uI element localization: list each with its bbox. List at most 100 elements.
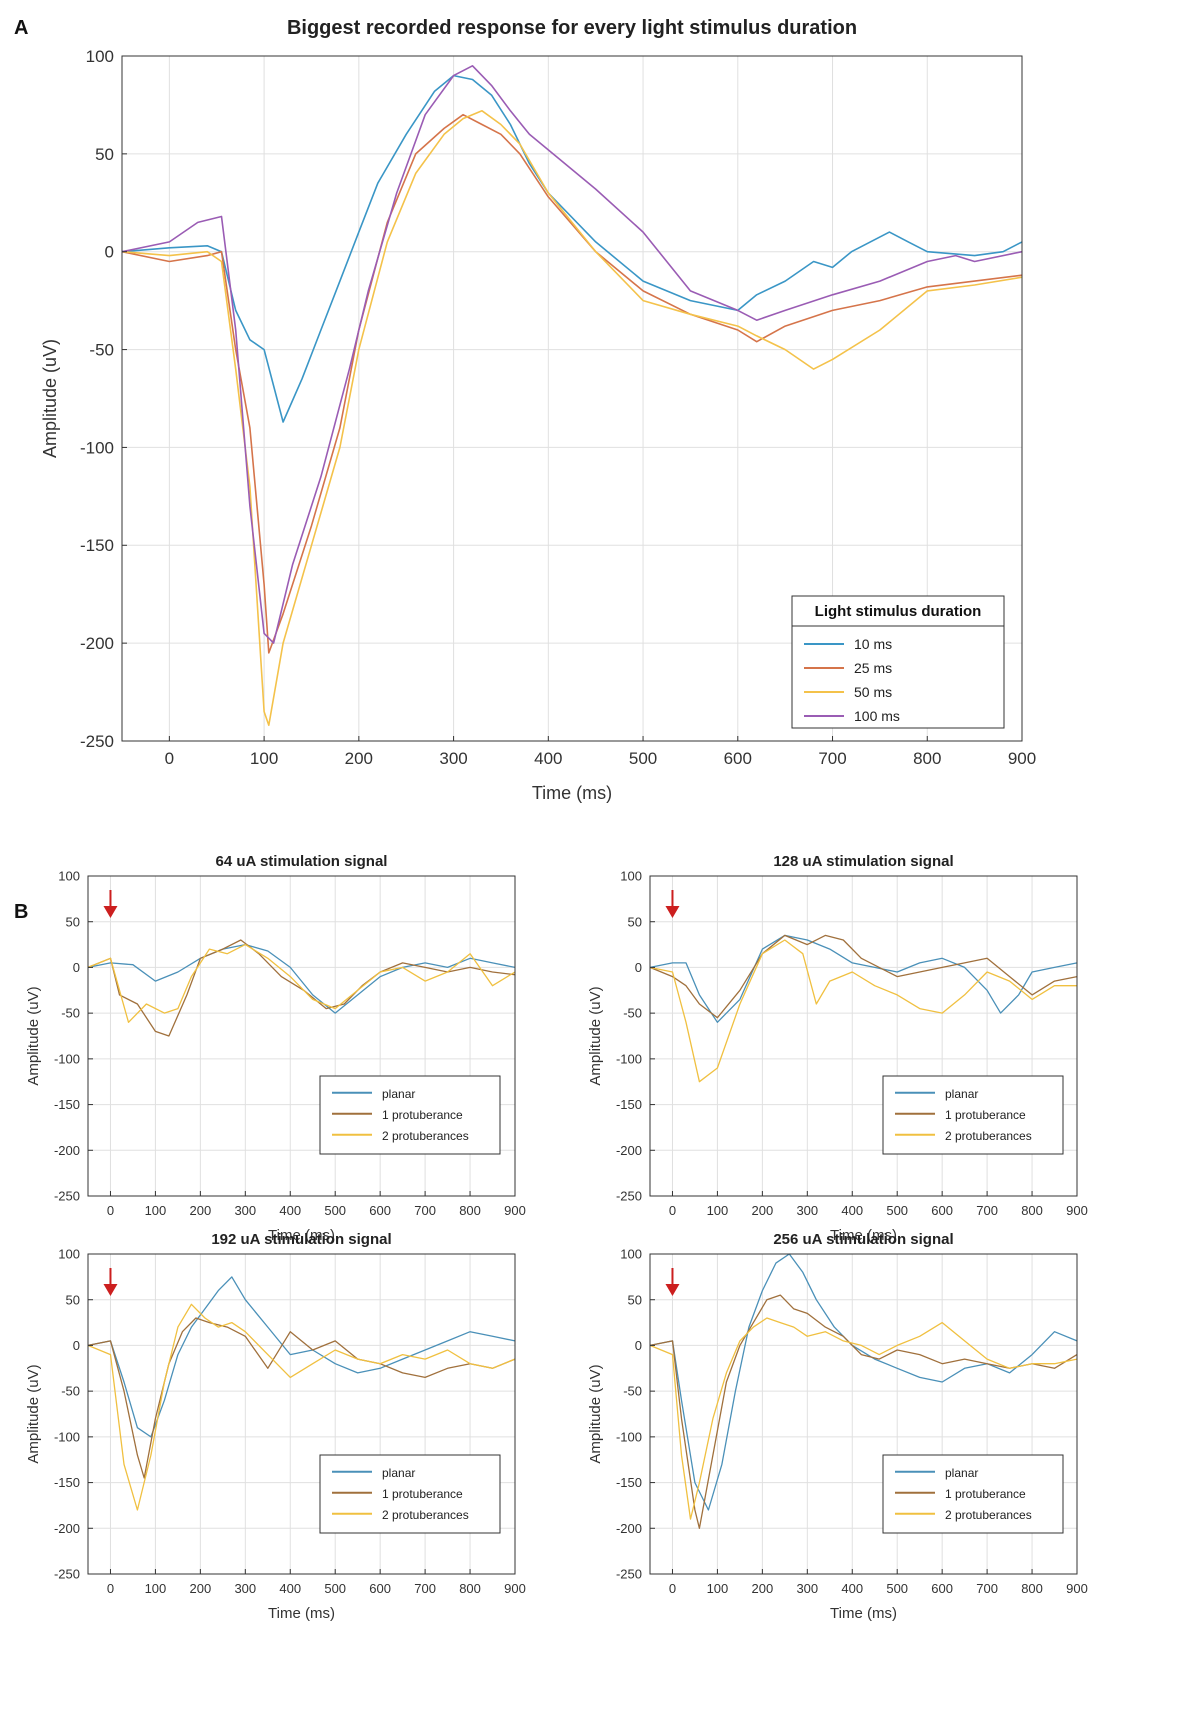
x-tick-label: 900 [1066, 1203, 1088, 1218]
y-tick-label: -100 [80, 438, 114, 457]
series-line-b4-2 [649, 1294, 1078, 1529]
x-tick-label: 100 [145, 1203, 167, 1218]
y-tick-label: -50 [623, 1006, 642, 1021]
y-tick-label: -200 [54, 1143, 80, 1158]
legend-b4: planar 1 protuberance 2 protuberances [882, 1454, 1064, 1534]
x-tick-label: 600 [931, 1203, 953, 1218]
chart-title-b2: 128 uA stimulation signal [773, 853, 953, 870]
y-tick-label: -250 [54, 1189, 80, 1204]
x-tick-label: 400 [841, 1581, 863, 1596]
axes-box-b3 [87, 1253, 516, 1575]
y-axis-label-b2: Amplitude (uV) [587, 986, 604, 1085]
y-tick-label: -200 [616, 1521, 642, 1536]
y-tick-label: 50 [628, 1292, 642, 1307]
x-tick-label: 400 [279, 1581, 301, 1596]
y-tick-label: -100 [54, 1429, 80, 1444]
x-tick-label: 700 [976, 1203, 998, 1218]
x-tick-label: 200 [190, 1581, 212, 1596]
legend-label: 1 protuberance [945, 1108, 1026, 1122]
panel-label-a: A [14, 17, 28, 39]
legend-label: planar [382, 1466, 415, 1480]
legend-label: 50 ms [854, 684, 892, 700]
x-tick-label: 100 [707, 1581, 729, 1596]
y-tick-label: -50 [89, 341, 114, 360]
x-axis-label-b4: Time (ms) [830, 1605, 897, 1622]
y-tick-label: 100 [620, 1247, 642, 1262]
legend-label: 2 protuberances [382, 1508, 469, 1522]
y-axis-label-b1: Amplitude (uV) [25, 986, 42, 1085]
x-tick-label: 200 [345, 749, 373, 768]
y-tick-label: -150 [616, 1097, 642, 1112]
series-line-b3-1 [87, 1276, 516, 1438]
x-axis-label-b1: Time (ms) [268, 1227, 335, 1244]
y-tick-label: 100 [58, 869, 80, 884]
stimulus-arrow-head [665, 906, 680, 918]
y-tick-label: 50 [66, 914, 80, 929]
chart-title-b1: 64 uA stimulation signal [216, 853, 388, 870]
y-tick-label: -100 [54, 1051, 80, 1066]
stimulus-arrow-head [103, 906, 118, 918]
y-tick-label: 0 [635, 1338, 642, 1353]
x-tick-label: 900 [504, 1203, 526, 1218]
x-tick-label: 0 [669, 1581, 676, 1596]
legend-label: 25 ms [854, 660, 892, 676]
x-tick-label: 500 [324, 1203, 346, 1218]
series-line-a-1 [121, 74, 1023, 423]
legend-label: planar [382, 1087, 415, 1101]
chart-b2: 0 100 200 300 400 500 600 700 800 900100500-50-10… [587, 853, 1088, 1244]
legend-label: 100 ms [854, 708, 900, 724]
y-tick-label: 50 [95, 145, 114, 164]
y-tick-label: 0 [73, 960, 80, 975]
x-axis-label-b3: Time (ms) [268, 1605, 335, 1622]
x-tick-label: 900 [1008, 749, 1036, 768]
y-tick-label: -250 [54, 1567, 80, 1582]
y-tick-label: 100 [86, 47, 114, 66]
series-line-b2-2 [649, 934, 1078, 1019]
series-line-b3-3 [87, 1303, 516, 1511]
x-tick-label: 900 [1066, 1581, 1088, 1596]
legend-a: Light stimulus duration 10 ms 25 ms 50 ms 10… [791, 595, 1005, 729]
x-tick-label: 200 [752, 1203, 774, 1218]
x-tick-label: 600 [369, 1203, 391, 1218]
y-tick-label: 0 [73, 1338, 80, 1353]
y-tick-label: -100 [616, 1051, 642, 1066]
y-tick-label: 100 [58, 1247, 80, 1262]
legend-label: 2 protuberances [945, 1508, 1032, 1522]
series-line-a-4 [121, 65, 1023, 644]
panel-label-b: B [14, 901, 28, 923]
axes-box-b2 [649, 875, 1078, 1197]
y-tick-label: -200 [80, 634, 114, 653]
x-tick-label: 500 [629, 749, 657, 768]
chart-b1: 0 100 200 300 400 500 600 700 800 900100500-50-10… [25, 853, 526, 1244]
y-tick-label: -50 [61, 1006, 80, 1021]
y-tick-label: -200 [616, 1143, 642, 1158]
y-tick-label: -250 [80, 732, 114, 751]
y-tick-label: -200 [54, 1521, 80, 1536]
x-tick-label: 500 [324, 1581, 346, 1596]
x-tick-label: 600 [369, 1581, 391, 1596]
legend-box [319, 1075, 501, 1155]
x-tick-label: 0 [107, 1203, 114, 1218]
axes-box-a [121, 55, 1023, 742]
x-tick-label: 700 [414, 1203, 436, 1218]
stimulus-arrow-head [665, 1284, 680, 1296]
legend-b3: planar 1 protuberance 2 protuberances [319, 1454, 501, 1534]
x-tick-label: 600 [931, 1581, 953, 1596]
y-tick-label: 0 [635, 960, 642, 975]
y-tick-label: -150 [54, 1097, 80, 1112]
x-tick-label: 700 [414, 1581, 436, 1596]
series-line-b3-2 [87, 1317, 516, 1479]
x-tick-label: 100 [707, 1203, 729, 1218]
x-tick-label: 700 [818, 749, 846, 768]
y-tick-label: -150 [54, 1475, 80, 1490]
x-tick-label: 0 [165, 749, 174, 768]
legend-label: 1 protuberance [945, 1487, 1026, 1501]
legend-label: 2 protuberances [382, 1129, 469, 1143]
x-tick-label: 500 [886, 1581, 908, 1596]
x-tick-label: 0 [107, 1581, 114, 1596]
chart-title-b4: 256 uA stimulation signal [773, 1231, 953, 1248]
legend-title: Light stimulus duration [815, 603, 982, 620]
legend-label: planar [945, 1087, 978, 1101]
x-tick-label: 800 [459, 1203, 481, 1218]
x-tick-label: 300 [796, 1203, 818, 1218]
